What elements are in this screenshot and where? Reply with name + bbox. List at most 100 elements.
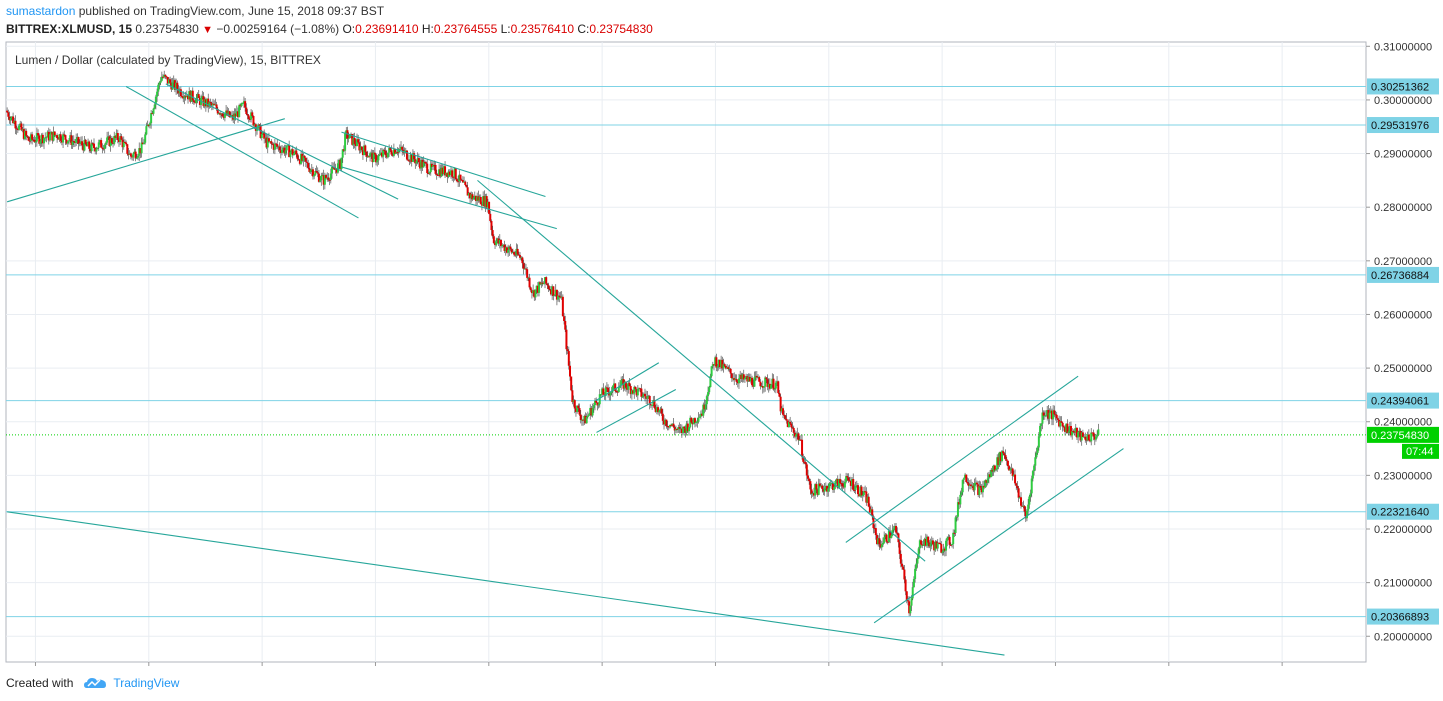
candle-down <box>791 427 794 429</box>
time-axis[interactable]: 67891011121314151617 <box>32 662 1288 666</box>
candle-up <box>954 517 957 533</box>
candle-down <box>908 601 911 614</box>
price-axis[interactable]: 0.31000000 0.30000000 0.29000000 0.28000000… <box>1366 41 1432 643</box>
candle-down <box>513 252 516 255</box>
candle-down <box>371 152 374 163</box>
candle-up <box>551 286 554 295</box>
candle-down <box>1047 410 1050 419</box>
candle-down <box>547 285 550 290</box>
candle-up <box>450 170 453 175</box>
candle-up <box>326 177 329 179</box>
candle-down <box>14 120 17 129</box>
candle-down <box>847 477 850 481</box>
candle-up <box>633 386 636 394</box>
candle-down <box>724 365 727 369</box>
candle-down <box>91 143 94 145</box>
tradingview-brand[interactable]: TradingView <box>113 676 180 690</box>
last-price-tag <box>1367 426 1439 443</box>
candle-down <box>236 111 239 118</box>
candle-down <box>234 113 237 117</box>
candle-down <box>64 135 67 140</box>
candle-down <box>182 96 185 99</box>
candle-up <box>1028 496 1031 505</box>
candle-down <box>421 159 424 168</box>
candle-up <box>142 142 145 145</box>
candle-down <box>903 569 906 580</box>
candle-up <box>824 486 827 489</box>
candle-down <box>375 154 378 163</box>
candle-up <box>1096 434 1099 437</box>
candle-down <box>937 542 940 544</box>
candle-up <box>87 141 90 147</box>
candle-down <box>521 257 524 264</box>
candle-down <box>1016 485 1019 489</box>
candle-down <box>779 396 782 412</box>
candle-down <box>361 149 364 156</box>
candle-up <box>580 419 583 421</box>
price-chart[interactable]: 0.31000000 0.30000000 0.29000000 0.28000000… <box>0 40 1443 666</box>
candle-up <box>502 244 505 246</box>
candle-up <box>292 153 295 156</box>
candle-up <box>557 295 560 300</box>
candle-up <box>21 129 24 131</box>
candle-down <box>192 100 195 103</box>
candle-down <box>772 378 775 390</box>
candle-up <box>409 154 412 161</box>
candle-down <box>181 96 184 98</box>
candle-down <box>112 142 115 144</box>
candle-up <box>892 528 895 530</box>
candle-up <box>987 474 990 479</box>
candle-up <box>370 152 373 154</box>
candle-down <box>1064 427 1067 432</box>
candle-up <box>48 134 51 141</box>
candle-down <box>489 213 492 221</box>
candle-down <box>354 143 357 147</box>
candle-up <box>774 382 777 389</box>
candle-down <box>972 485 975 491</box>
candle-down <box>970 484 973 487</box>
candle-down <box>529 287 532 291</box>
candle-down <box>573 400 576 409</box>
candle-down <box>494 242 497 246</box>
candle-down <box>965 474 968 482</box>
level-price-tag <box>1367 117 1439 134</box>
candle-up <box>196 94 199 99</box>
candle-down <box>28 140 31 142</box>
candle-down <box>47 131 50 141</box>
candle-up <box>445 172 448 176</box>
publish-line: sumastardon published on TradingView.com… <box>6 4 384 18</box>
candle-down <box>596 402 599 406</box>
candles <box>6 70 1100 617</box>
candle-up <box>1025 510 1028 519</box>
candle-up <box>647 395 650 397</box>
candle-down <box>426 163 429 173</box>
candle-down <box>116 133 119 140</box>
candle-up <box>420 159 423 169</box>
candle-up <box>959 494 962 505</box>
candle-up <box>995 469 998 471</box>
candle-down <box>346 130 349 140</box>
candle-down <box>766 379 769 387</box>
candle-up <box>201 96 204 99</box>
candle-down <box>595 400 598 403</box>
author-link[interactable]: sumastardon <box>6 4 76 18</box>
candle-down <box>33 139 36 143</box>
candle-up <box>833 486 836 490</box>
candle-down <box>485 196 488 208</box>
candle-up <box>10 116 13 118</box>
candle-down <box>433 164 436 166</box>
candle-up <box>350 133 353 135</box>
candle-down <box>499 239 502 247</box>
candle-up <box>185 95 188 97</box>
candle-up <box>705 396 708 405</box>
candle-down <box>548 289 551 291</box>
candle-up <box>253 124 256 126</box>
candle-down <box>491 230 494 237</box>
candle-down <box>940 544 943 553</box>
candle-up <box>160 76 163 81</box>
candle-down <box>469 193 472 199</box>
candle-down <box>59 134 62 141</box>
candle-up <box>893 526 896 529</box>
candle-down <box>283 147 286 154</box>
candle-down <box>391 154 394 156</box>
